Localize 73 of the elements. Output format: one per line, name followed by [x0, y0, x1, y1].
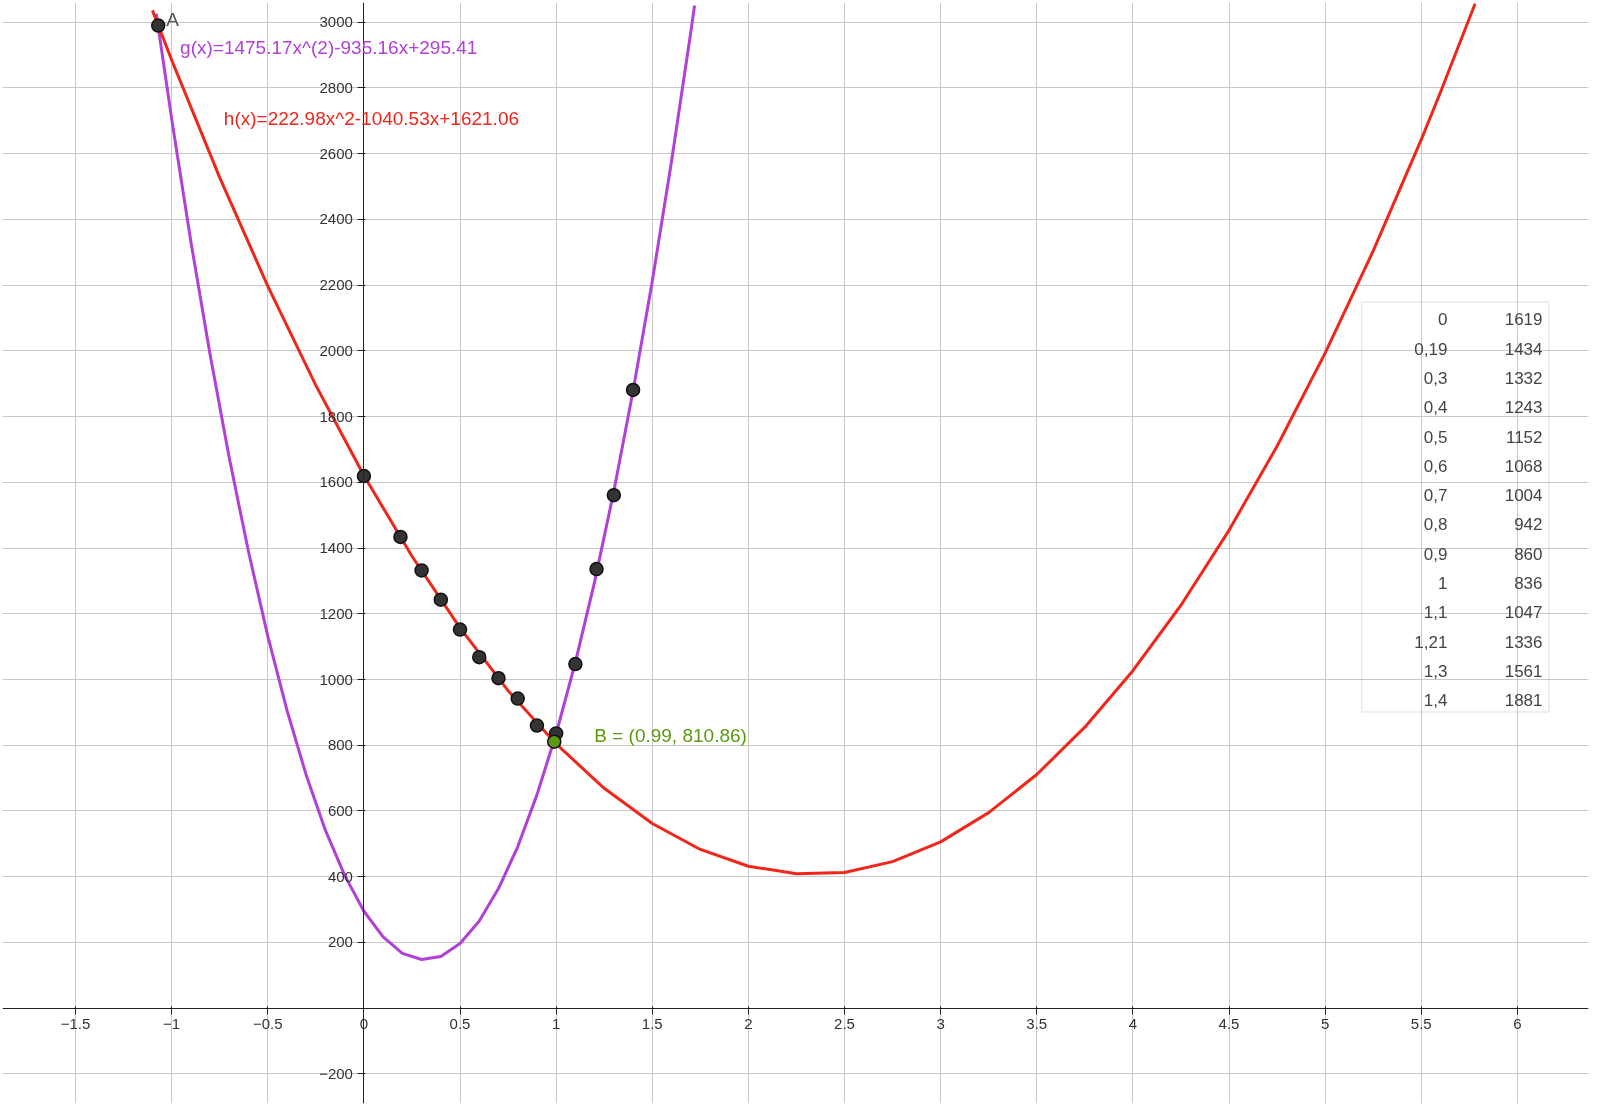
- y-tick-label: 1000: [319, 670, 353, 688]
- annotation: A: [166, 8, 180, 30]
- y-tick-label: 2600: [319, 144, 353, 162]
- x-tick-label: 5: [1320, 1015, 1330, 1033]
- x-tick-label: 4.5: [1218, 1015, 1240, 1033]
- y-tick-label: 2800: [319, 78, 353, 96]
- y-tick-label: 600: [327, 802, 353, 819]
- y-tick-label: 200: [327, 933, 353, 951]
- x-tick-label: 0.5: [449, 1015, 471, 1033]
- annotation: 1152: [1505, 427, 1543, 447]
- annotation: 0: [1437, 310, 1448, 330]
- annotation: 1434: [1504, 339, 1543, 359]
- annotation: B = (0.99, 810.86): [594, 724, 747, 746]
- x-tick-label: 3: [936, 1015, 945, 1033]
- y-tick-label: 1600: [319, 473, 353, 491]
- annotation: 1561: [1504, 661, 1543, 681]
- annotation: 0,3: [1423, 368, 1448, 388]
- annotation: 1: [1437, 573, 1448, 593]
- annotation: 0,9: [1423, 544, 1448, 564]
- annotation: 1243: [1504, 398, 1543, 418]
- annotation: 1881: [1504, 691, 1543, 711]
- point: [568, 656, 583, 672]
- annotation: 0,7: [1423, 486, 1448, 506]
- y-tick-label: 3000: [319, 13, 353, 31]
- y-tick-label: 1400: [319, 539, 353, 557]
- y-tick-label: 2000: [319, 341, 353, 359]
- point: [393, 529, 408, 545]
- annotation: 1332: [1504, 368, 1543, 388]
- annotation: 0,8: [1423, 515, 1448, 535]
- point: [546, 734, 562, 749]
- annotation: 0,19: [1414, 339, 1448, 359]
- y-tick-label: −200: [319, 1064, 353, 1082]
- annotation: 0,6: [1423, 456, 1448, 476]
- point: [625, 382, 641, 398]
- point: [491, 670, 506, 686]
- x-tick-label: −1: [163, 1015, 181, 1033]
- y-tick-label: 2200: [319, 276, 353, 294]
- annotation: 1047: [1504, 603, 1543, 623]
- x-tick-label: 3.5: [1026, 1015, 1048, 1033]
- x-tick-label: 4: [1128, 1015, 1138, 1033]
- x-tick-label: 2: [744, 1015, 753, 1033]
- point: [414, 563, 429, 578]
- point: [472, 649, 487, 665]
- annotation: 1,4: [1423, 691, 1448, 711]
- annotation: 836: [1514, 573, 1543, 593]
- x-tick-label: 1.5: [641, 1015, 663, 1033]
- x-tick-label: 6: [1513, 1015, 1522, 1033]
- point: [510, 691, 525, 706]
- annotation: 860: [1514, 544, 1543, 564]
- annotation: 942: [1514, 515, 1543, 535]
- point: [589, 561, 604, 577]
- annotation: 0,5: [1423, 427, 1448, 447]
- point: [529, 718, 545, 733]
- x-tick-label: −0.5: [252, 1015, 283, 1033]
- annotation: 1,1: [1423, 603, 1448, 623]
- y-tick-label: 2400: [319, 210, 353, 228]
- y-tick-label: 800: [327, 736, 353, 754]
- annotation: 1068: [1504, 456, 1543, 476]
- point: [150, 18, 166, 33]
- x-tick-label: 5.5: [1410, 1015, 1432, 1033]
- annotation: 1619: [1504, 310, 1543, 330]
- annotation: 1,21: [1414, 632, 1448, 652]
- annotation: 1004: [1504, 486, 1543, 506]
- point: [452, 622, 468, 637]
- annotation: 0,4: [1423, 398, 1448, 418]
- point: [606, 487, 622, 503]
- y-tick-label: 1200: [319, 604, 353, 622]
- x-tick-label: 2.5: [834, 1015, 855, 1033]
- x-tick-label: −1.5: [60, 1015, 91, 1033]
- point: [433, 592, 449, 607]
- annotation: 1,3: [1423, 661, 1448, 681]
- annotation: 1336: [1504, 632, 1543, 652]
- x-tick-label: 1: [551, 1015, 561, 1033]
